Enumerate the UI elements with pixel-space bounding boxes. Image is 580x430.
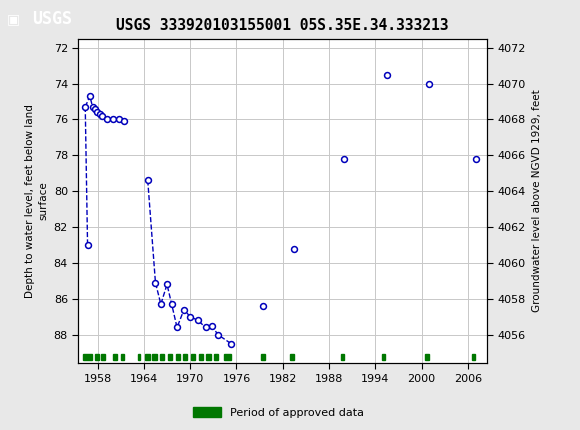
Bar [382,353,385,360]
Point [119,118,128,125]
Bar [168,353,172,360]
Point [425,80,434,87]
Point [162,281,172,288]
Bar [291,353,294,360]
Point [151,279,160,286]
Bar [224,353,231,360]
Bar [102,353,105,360]
Bar [426,353,429,360]
Point [97,112,107,119]
Point [83,242,92,249]
Y-axis label: Depth to water level, feet below land
surface: Depth to water level, feet below land su… [25,104,48,298]
Point [179,306,188,313]
Point [102,116,111,123]
Point [193,317,202,324]
Point [90,105,100,112]
Point [85,92,95,99]
Point [226,340,235,347]
Point [156,301,165,307]
Title: USGS 333920103155001 05S.35E.34.333213: USGS 333920103155001 05S.35E.34.333213 [117,18,449,34]
Bar [113,353,117,360]
Point [207,322,216,329]
Bar [472,353,475,360]
Point [93,109,102,116]
Point [289,245,299,252]
Bar [176,353,180,360]
Point [88,104,97,111]
Point [259,303,268,310]
Bar [183,353,187,360]
Bar [160,353,164,360]
Point [471,155,480,162]
Point [143,177,153,184]
Bar [121,353,124,360]
Point [382,71,392,78]
Bar [95,353,99,360]
Point [186,313,195,320]
Bar [146,353,150,360]
Text: ▣: ▣ [7,12,20,26]
Y-axis label: Groundwater level above NGVD 1929, feet: Groundwater level above NGVD 1929, feet [531,89,542,313]
Bar [261,353,265,360]
Bar [137,353,140,360]
Point [81,104,90,111]
Bar [191,353,195,360]
Point [340,155,349,162]
Point [201,324,210,331]
Bar [214,353,218,360]
Point [95,111,104,117]
Bar [206,353,211,360]
Bar [153,353,157,360]
Point [213,331,223,338]
Bar [84,353,92,360]
Bar [340,353,344,360]
Bar [199,353,203,360]
Point [114,116,124,123]
Legend: Period of approved data: Period of approved data [188,403,368,422]
Point [108,116,118,123]
Text: USGS: USGS [32,10,72,28]
Point [172,324,182,331]
Point [167,301,176,307]
